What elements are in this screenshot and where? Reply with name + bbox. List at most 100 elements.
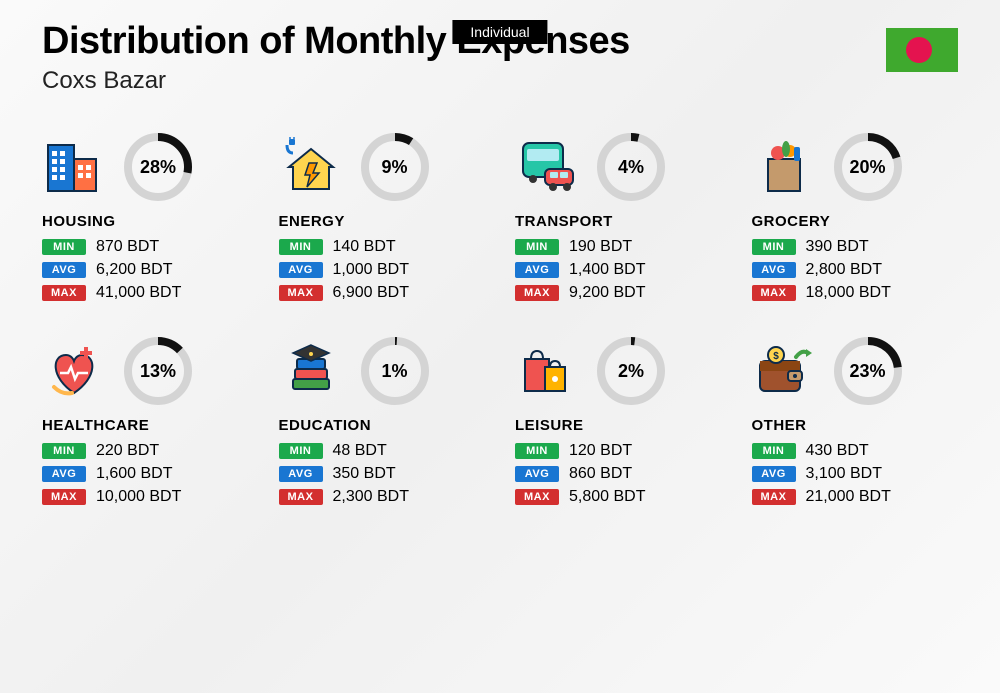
max-value: 9,200 BDT [569, 284, 645, 302]
stat-max: MAX 2,300 BDT [279, 488, 486, 506]
stat-avg: AVG 6,200 BDT [42, 261, 249, 279]
max-value: 2,300 BDT [333, 488, 409, 506]
min-value: 140 BDT [333, 238, 396, 256]
card-top: $ 23% [752, 337, 959, 405]
shopping-bags-icon [515, 339, 579, 403]
min-badge: MIN [279, 443, 323, 459]
avg-value: 350 BDT [333, 465, 396, 483]
avg-badge: AVG [279, 466, 323, 482]
svg-text:$: $ [773, 351, 779, 362]
percent-donut: 1% [361, 337, 429, 405]
min-value: 870 BDT [96, 238, 159, 256]
percent-label: 20% [834, 133, 902, 201]
card-energy: 9% ENERGY MIN 140 BDT AVG 1,000 BDT MAX … [279, 133, 486, 307]
card-healthcare: 13% HEALTHCARE MIN 220 BDT AVG 1,600 BDT… [42, 337, 249, 511]
buildings-icon [42, 135, 106, 199]
stat-min: MIN 190 BDT [515, 238, 722, 256]
max-badge: MAX [752, 489, 796, 505]
avg-badge: AVG [515, 262, 559, 278]
percent-donut: 2% [597, 337, 665, 405]
card-top: 9% [279, 133, 486, 201]
stat-min: MIN 120 BDT [515, 442, 722, 460]
card-top: 2% [515, 337, 722, 405]
percent-donut: 9% [361, 133, 429, 201]
percent-donut: 28% [124, 133, 192, 201]
card-top: 20% [752, 133, 959, 201]
avg-badge: AVG [279, 262, 323, 278]
stat-avg: AVG 1,600 BDT [42, 465, 249, 483]
min-value: 430 BDT [806, 442, 869, 460]
stat-avg: AVG 860 BDT [515, 465, 722, 483]
card-housing: 28% HOUSING MIN 870 BDT AVG 6,200 BDT MA… [42, 133, 249, 307]
avg-badge: AVG [752, 262, 796, 278]
energy-house-icon [279, 135, 343, 199]
max-badge: MAX [42, 285, 86, 301]
avg-value: 860 BDT [569, 465, 632, 483]
card-top: 28% [42, 133, 249, 201]
stat-min: MIN 870 BDT [42, 238, 249, 256]
scope-badge: Individual [452, 20, 547, 44]
percent-donut: 13% [124, 337, 192, 405]
min-badge: MIN [279, 239, 323, 255]
min-value: 220 BDT [96, 442, 159, 460]
percent-label: 1% [361, 337, 429, 405]
stat-max: MAX 5,800 BDT [515, 488, 722, 506]
category-name: OTHER [752, 417, 959, 434]
max-value: 18,000 BDT [806, 284, 891, 302]
page-subtitle: Coxs Bazar [42, 67, 886, 95]
max-value: 10,000 BDT [96, 488, 181, 506]
stat-max: MAX 21,000 BDT [752, 488, 959, 506]
percent-donut: 20% [834, 133, 902, 201]
min-badge: MIN [42, 239, 86, 255]
stat-min: MIN 390 BDT [752, 238, 959, 256]
avg-badge: AVG [42, 262, 86, 278]
max-value: 5,800 BDT [569, 488, 645, 506]
max-badge: MAX [752, 285, 796, 301]
stat-avg: AVG 350 BDT [279, 465, 486, 483]
category-name: HEALTHCARE [42, 417, 249, 434]
min-value: 48 BDT [333, 442, 387, 460]
stat-avg: AVG 1,400 BDT [515, 261, 722, 279]
category-grid: 28% HOUSING MIN 870 BDT AVG 6,200 BDT MA… [42, 133, 958, 511]
category-name: LEISURE [515, 417, 722, 434]
health-heart-icon [42, 339, 106, 403]
stat-max: MAX 9,200 BDT [515, 284, 722, 302]
grocery-bag-icon [752, 135, 816, 199]
percent-label: 9% [361, 133, 429, 201]
max-badge: MAX [279, 285, 323, 301]
category-name: HOUSING [42, 213, 249, 230]
percent-label: 4% [597, 133, 665, 201]
card-top: 4% [515, 133, 722, 201]
percent-label: 13% [124, 337, 192, 405]
stat-max: MAX 18,000 BDT [752, 284, 959, 302]
category-name: TRANSPORT [515, 213, 722, 230]
max-badge: MAX [515, 489, 559, 505]
percent-label: 28% [124, 133, 192, 201]
bus-car-icon [515, 135, 579, 199]
card-leisure: 2% LEISURE MIN 120 BDT AVG 860 BDT MAX 5… [515, 337, 722, 511]
max-badge: MAX [42, 489, 86, 505]
min-badge: MIN [752, 443, 796, 459]
avg-value: 3,100 BDT [806, 465, 882, 483]
percent-donut: 23% [834, 337, 902, 405]
stat-min: MIN 430 BDT [752, 442, 959, 460]
wallet-arrow-icon: $ [752, 339, 816, 403]
min-value: 120 BDT [569, 442, 632, 460]
stat-max: MAX 10,000 BDT [42, 488, 249, 506]
stat-avg: AVG 1,000 BDT [279, 261, 486, 279]
max-value: 41,000 BDT [96, 284, 181, 302]
avg-value: 2,800 BDT [806, 261, 882, 279]
card-education: 1% EDUCATION MIN 48 BDT AVG 350 BDT MAX … [279, 337, 486, 511]
category-name: EDUCATION [279, 417, 486, 434]
min-value: 190 BDT [569, 238, 632, 256]
min-badge: MIN [42, 443, 86, 459]
card-grocery: 20% GROCERY MIN 390 BDT AVG 2,800 BDT MA… [752, 133, 959, 307]
max-value: 21,000 BDT [806, 488, 891, 506]
card-transport: 4% TRANSPORT MIN 190 BDT AVG 1,400 BDT M… [515, 133, 722, 307]
stat-avg: AVG 2,800 BDT [752, 261, 959, 279]
avg-badge: AVG [515, 466, 559, 482]
category-name: ENERGY [279, 213, 486, 230]
stat-min: MIN 48 BDT [279, 442, 486, 460]
min-badge: MIN [752, 239, 796, 255]
percent-donut: 4% [597, 133, 665, 201]
